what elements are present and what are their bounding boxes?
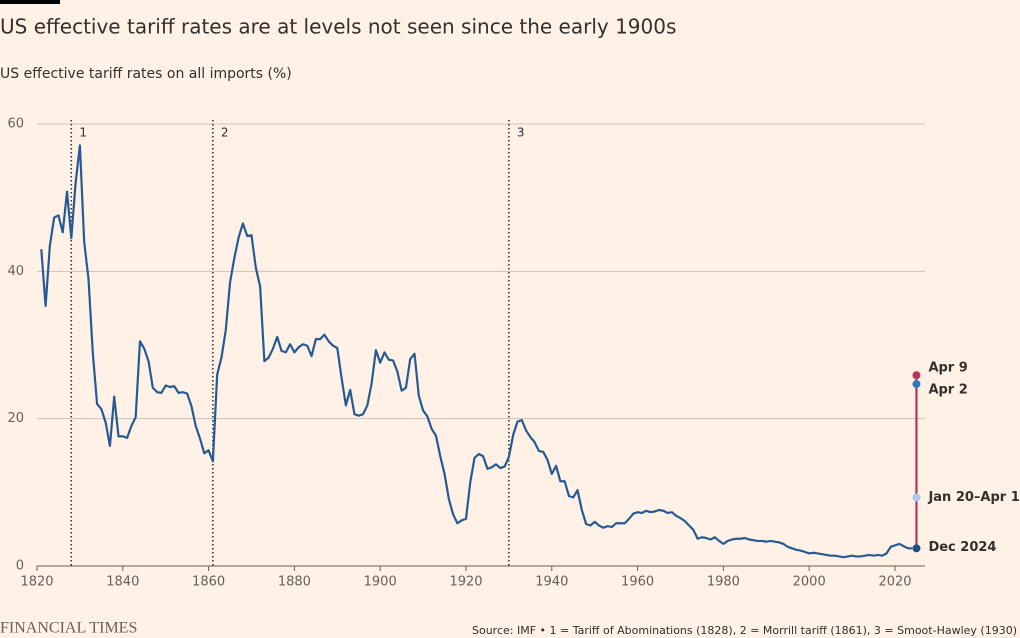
x-tick-label: 1940 xyxy=(535,575,568,590)
chart-subtitle: US effective tariff rates on all imports… xyxy=(0,66,292,82)
data-line xyxy=(40,144,913,559)
x-tick-label: 1920 xyxy=(449,575,482,590)
event-label: 2 xyxy=(221,126,229,140)
y-tick-label: 60 xyxy=(7,117,24,132)
y-tick-label: 20 xyxy=(7,411,24,426)
y-tick-label: 40 xyxy=(7,264,24,279)
x-tick-label: 2020 xyxy=(878,575,911,590)
recent-label: Apr 9 xyxy=(928,361,967,376)
chart-title: US effective tariff rates are at levels … xyxy=(0,15,676,39)
brand: FINANCIAL TIMES xyxy=(0,620,137,637)
source: Source: IMF • 1 = Tariff of Abominations… xyxy=(472,624,1017,637)
event-label: 1 xyxy=(79,126,87,140)
recent-label: Apr 2 xyxy=(928,383,967,398)
y-tick-label: 0 xyxy=(16,559,24,574)
x-tick-label: 2000 xyxy=(793,575,826,590)
recent-point xyxy=(912,371,921,380)
x-tick-label: 1880 xyxy=(278,575,311,590)
x-tick-label: 1900 xyxy=(364,575,397,590)
x-tick-label: 1860 xyxy=(192,575,225,590)
event-label: 3 xyxy=(517,126,525,140)
recent-point xyxy=(912,493,921,502)
recent-point xyxy=(912,544,921,553)
recent-point xyxy=(912,380,921,389)
x-tick-label: 1980 xyxy=(707,575,740,590)
x-tick-label: 1840 xyxy=(106,575,139,590)
brand-bar xyxy=(0,0,60,4)
x-tick-label: 1820 xyxy=(20,575,53,590)
recent-label: Dec 2024 xyxy=(928,540,996,555)
recent-label: Jan 20–Apr 1 xyxy=(927,490,1019,505)
x-tick-label: 1960 xyxy=(621,575,654,590)
